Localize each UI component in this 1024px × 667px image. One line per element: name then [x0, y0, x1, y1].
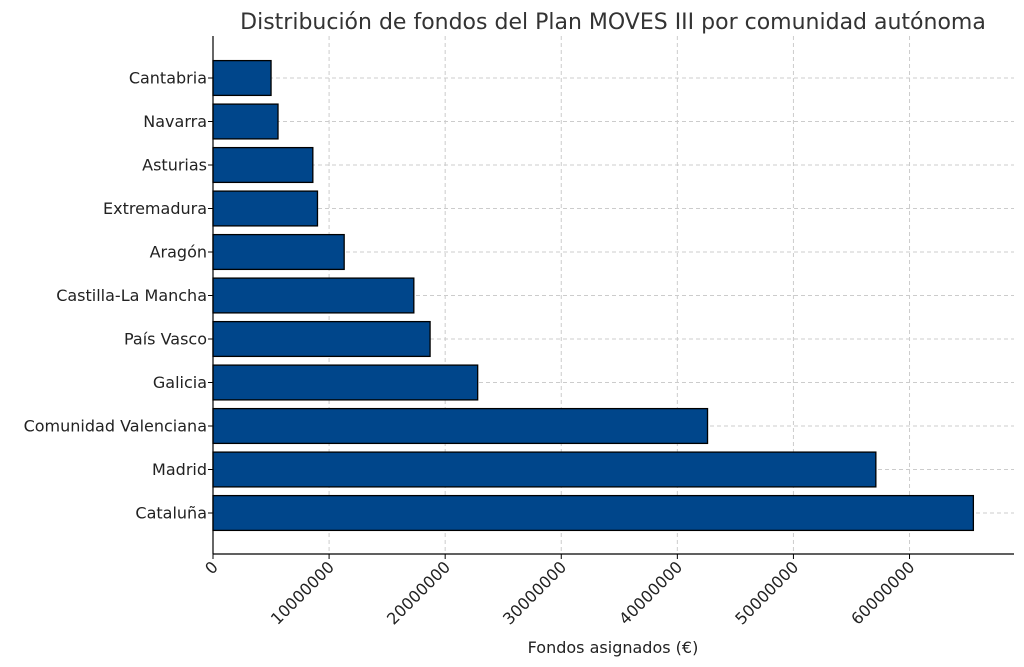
bar — [212, 103, 279, 140]
bar — [212, 233, 345, 271]
bar — [212, 407, 709, 445]
chart-title: Distribución de fondos del Plan MOVES II… — [240, 10, 986, 35]
category-label: Navarra — [143, 112, 207, 131]
bar — [212, 277, 415, 314]
bars — [212, 59, 975, 532]
x-axis-title: Fondos asignados (€) — [528, 638, 699, 657]
category-label: Cataluña — [135, 504, 207, 523]
bar — [212, 59, 272, 97]
category-label: País Vasco — [124, 330, 207, 349]
category-label: Cantabria — [129, 69, 207, 88]
x-tick-label: 30000000 — [499, 557, 570, 628]
category-label: Comunidad Valenciana — [24, 417, 207, 436]
x-tick-label: 60000000 — [847, 557, 918, 628]
bar — [212, 364, 479, 401]
bar — [212, 320, 431, 358]
category-label: Extremadura — [103, 199, 207, 218]
x-tick-labels: 0 10000000 20000000 30000000 40000000 5000000… — [201, 554, 918, 628]
bar — [212, 451, 877, 488]
x-tick-label: 50000000 — [731, 557, 802, 628]
category-label: Castilla-La Mancha — [56, 286, 207, 305]
x-tick-label: 40000000 — [615, 557, 686, 628]
x-tick-label: 10000000 — [267, 557, 338, 628]
x-tick-label: 0 — [201, 557, 222, 578]
category-label: Aragón — [150, 243, 207, 262]
bar — [212, 146, 314, 184]
category-label: Madrid — [152, 460, 207, 479]
x-tick-label: 20000000 — [383, 557, 454, 628]
bar — [212, 190, 319, 227]
category-labels: Cataluña Madrid Comunidad Valenciana Galici… — [24, 69, 213, 523]
category-label: Asturias — [142, 156, 207, 175]
category-label: Galicia — [153, 373, 207, 392]
bar — [212, 494, 975, 532]
